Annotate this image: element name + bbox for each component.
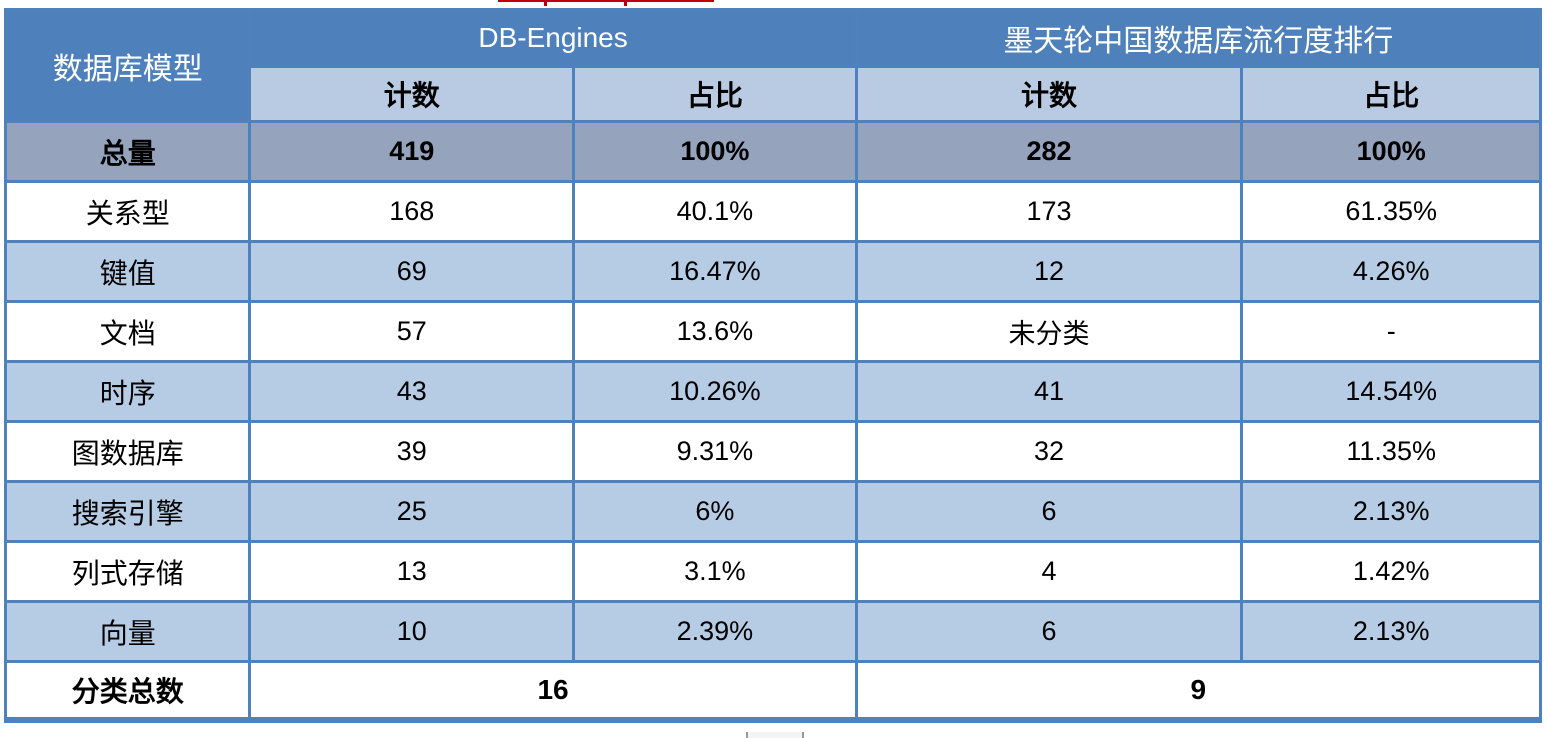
mt-share-cell: -	[1240, 300, 1542, 363]
subheader-de-count: 计数	[248, 65, 576, 123]
de-count-cell: 25	[248, 480, 576, 543]
mt-count-cell: 282	[854, 120, 1244, 183]
de-count-cell: 43	[248, 360, 576, 423]
de-count-cell: 13	[248, 540, 576, 603]
row-label: 文档	[3, 300, 252, 363]
row-label: 向量	[3, 600, 252, 663]
mt-share-cell: 14.54%	[1240, 360, 1542, 423]
mt-count-cell: 4	[854, 540, 1244, 603]
mt-share-cell: 4.26%	[1240, 240, 1542, 303]
table-row-key-value: 键值 69 16.47% 12 4.26%	[3, 240, 1542, 303]
table-row-total: 总量 419 100% 282 100%	[3, 120, 1542, 183]
subheader-de-share: 占比	[572, 65, 858, 123]
de-count-cell: 419	[248, 120, 576, 183]
scrollbar-fragment-artifact	[746, 732, 804, 738]
group-header-row: 数据库模型 DB-Engines 墨天轮中国数据库流行度排行	[3, 8, 1543, 123]
corner-header-database-model: 数据库模型	[3, 8, 252, 123]
group-header-modb-ranking: 墨天轮中国数据库流行度排行	[854, 8, 1543, 68]
subheader-mt-count: 计数	[854, 65, 1244, 123]
de-count-cell: 10	[248, 600, 576, 663]
group-header-db-engines: DB-Engines	[248, 8, 858, 68]
table-row-search-engine: 搜索引擎 25 6% 6 2.13%	[3, 480, 1542, 543]
de-category-total-cell: 16	[248, 660, 858, 722]
cropped-red-text-artifact	[498, 0, 714, 6]
row-label: 总量	[3, 120, 252, 183]
row-label: 键值	[3, 240, 252, 303]
de-share-cell: 40.1%	[572, 180, 858, 243]
comparison-table: 数据库模型 DB-Engines 墨天轮中国数据库流行度排行 计数 占比 计数 …	[3, 8, 1543, 723]
mt-count-cell: 41	[854, 360, 1244, 423]
mt-share-cell: 2.13%	[1240, 480, 1542, 543]
table-row-category-totals: 分类总数 16 9	[3, 660, 1543, 722]
mt-count-cell: 12	[854, 240, 1244, 303]
de-share-cell: 9.31%	[572, 420, 858, 483]
mt-share-cell: 100%	[1240, 120, 1542, 183]
de-share-cell: 10.26%	[572, 360, 858, 423]
row-label: 图数据库	[3, 420, 252, 483]
mt-category-total-cell: 9	[854, 660, 1543, 722]
de-share-cell: 13.6%	[572, 300, 858, 363]
mt-count-cell: 未分类	[854, 300, 1244, 363]
de-share-cell: 2.39%	[572, 600, 858, 663]
de-count-cell: 57	[248, 300, 576, 363]
de-count-cell: 168	[248, 180, 576, 243]
de-share-cell: 3.1%	[572, 540, 858, 603]
table-row-document: 文档 57 13.6% 未分类 -	[3, 300, 1542, 363]
row-label: 分类总数	[3, 660, 252, 722]
de-share-cell: 16.47%	[572, 240, 858, 303]
red-tick-artifact	[544, 0, 547, 6]
subheader-mt-share: 占比	[1240, 65, 1542, 123]
row-label: 搜索引擎	[3, 480, 252, 543]
table-row-columnar: 列式存储 13 3.1% 4 1.42%	[3, 540, 1542, 603]
table-row-relational: 关系型 168 40.1% 173 61.35%	[3, 180, 1542, 243]
red-tick-artifact	[624, 0, 627, 6]
sub-header-row: 计数 占比 计数 占比	[6, 65, 1542, 123]
de-count-cell: 69	[248, 240, 576, 303]
mt-count-cell: 6	[854, 600, 1244, 663]
mt-share-cell: 61.35%	[1240, 180, 1542, 243]
mt-count-cell: 6	[854, 480, 1244, 543]
row-label: 时序	[3, 360, 252, 423]
mt-share-cell: 2.13%	[1240, 600, 1542, 663]
row-label: 列式存储	[3, 540, 252, 603]
mt-count-cell: 173	[854, 180, 1244, 243]
de-share-cell: 100%	[572, 120, 858, 183]
row-label: 关系型	[3, 180, 252, 243]
table-row-graph: 图数据库 39 9.31% 32 11.35%	[3, 420, 1542, 483]
table-row-time-series: 时序 43 10.26% 41 14.54%	[3, 360, 1542, 423]
mt-count-cell: 32	[854, 420, 1244, 483]
table-row-vector: 向量 10 2.39% 6 2.13%	[3, 600, 1542, 663]
de-share-cell: 6%	[572, 480, 858, 543]
mt-share-cell: 11.35%	[1240, 420, 1542, 483]
mt-share-cell: 1.42%	[1240, 540, 1542, 603]
de-count-cell: 39	[248, 420, 576, 483]
